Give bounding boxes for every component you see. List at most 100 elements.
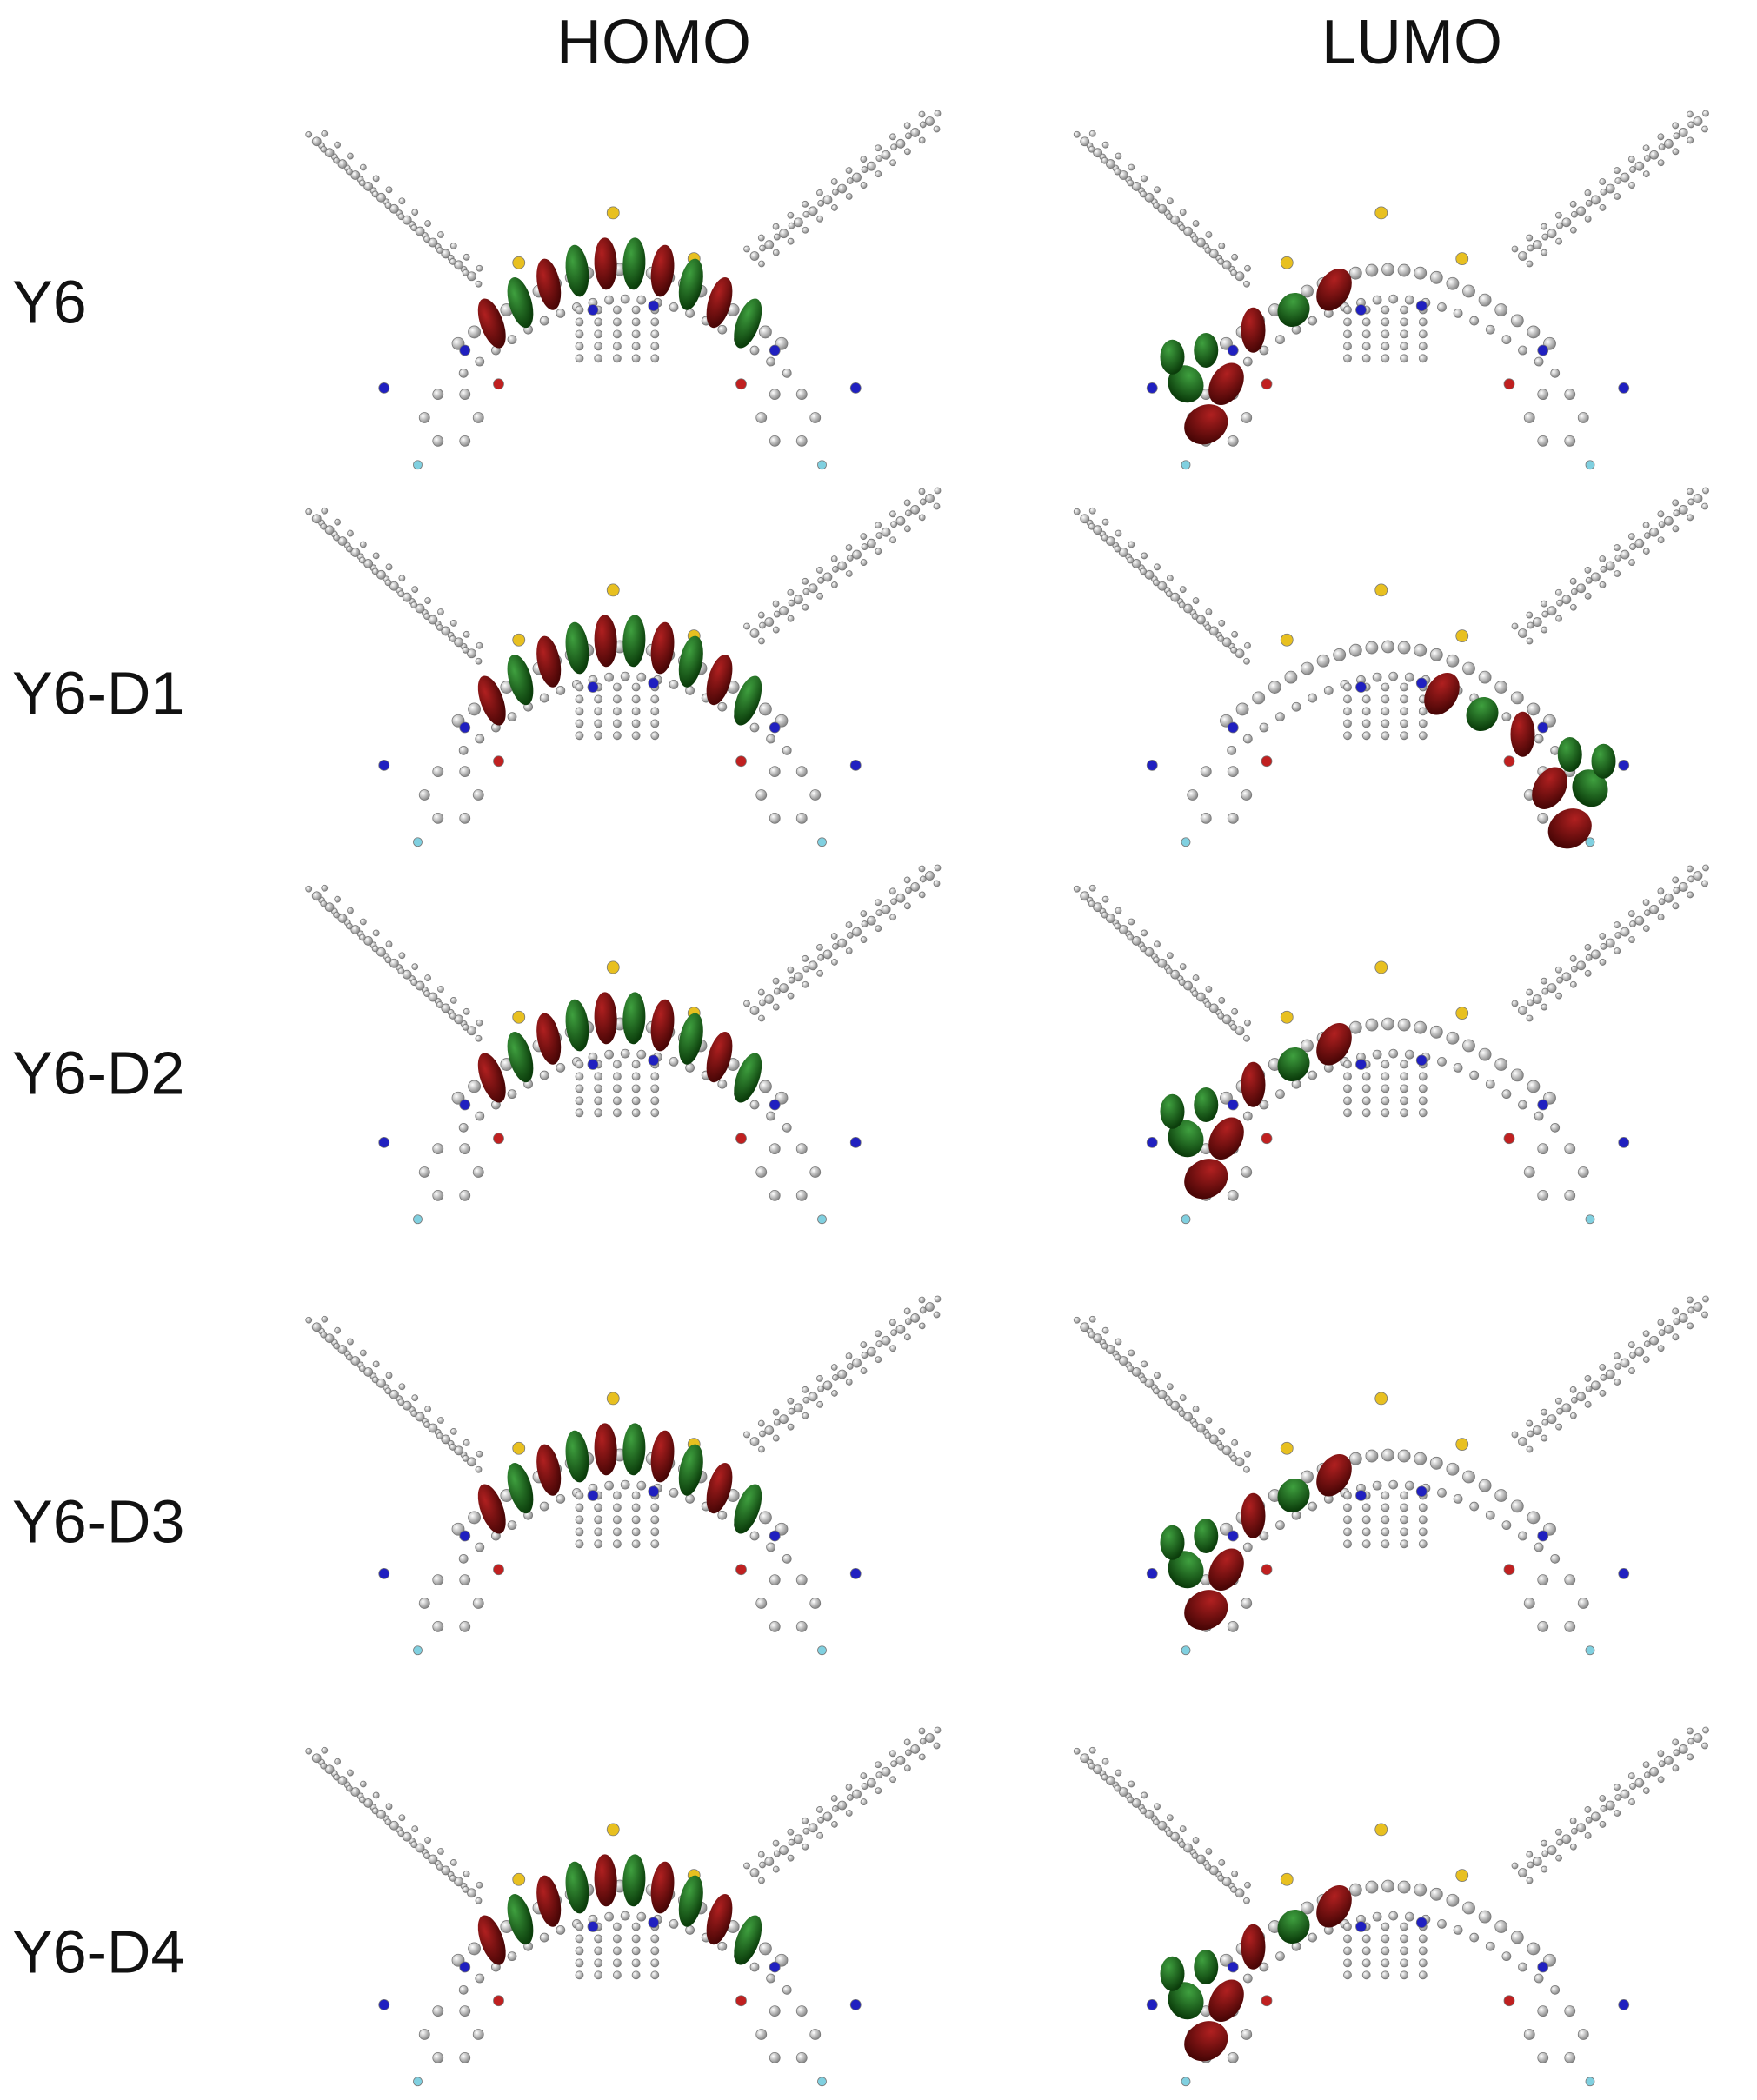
atom [1541, 600, 1547, 608]
atom [1381, 682, 1390, 692]
atom [449, 1859, 457, 1866]
atom [1569, 1817, 1577, 1824]
orbital-lobe [594, 1854, 617, 1907]
atom [1166, 575, 1174, 582]
atom [769, 2051, 781, 2063]
atom [1374, 206, 1388, 220]
atom [1166, 1814, 1174, 1822]
atom [1280, 1872, 1294, 1886]
atom [594, 694, 603, 704]
atom [1101, 534, 1108, 542]
atom [1418, 342, 1428, 351]
atom [371, 190, 379, 198]
atom [866, 538, 876, 548]
atom [1614, 555, 1622, 562]
atom [1584, 189, 1592, 196]
atom [467, 1888, 476, 1898]
atom [1361, 1108, 1371, 1118]
atom [1614, 544, 1621, 551]
atom [1634, 915, 1645, 926]
atom [1261, 1995, 1273, 2007]
atom [575, 1958, 584, 1968]
atom [1114, 1353, 1121, 1361]
atom [817, 954, 825, 961]
atom [779, 1845, 789, 1856]
orbital-lobe [678, 258, 703, 310]
atom [1614, 1363, 1622, 1370]
atom [1217, 258, 1225, 265]
atom [1388, 294, 1399, 304]
atom [1620, 1358, 1630, 1368]
atom [1205, 608, 1213, 615]
atom [476, 1450, 483, 1458]
atom [389, 1389, 399, 1399]
atom [1453, 1924, 1463, 1935]
atom [802, 210, 810, 218]
atom [613, 329, 622, 339]
orbital-lobe [678, 635, 703, 688]
atom [1227, 812, 1239, 824]
atom [1673, 1318, 1680, 1326]
atom [1642, 899, 1650, 907]
atom [769, 344, 781, 356]
atom [758, 1445, 765, 1453]
atom [1510, 1931, 1524, 1944]
atom [1348, 1452, 1362, 1465]
orbital-lobe [1316, 1023, 1352, 1066]
atom [1073, 1747, 1081, 1755]
atom [1462, 661, 1475, 675]
atom [1170, 215, 1181, 225]
atom [631, 1096, 641, 1106]
atom [860, 910, 868, 918]
orbital-lobe [678, 1444, 703, 1496]
atom [832, 943, 839, 950]
atom [787, 1397, 795, 1405]
atom [1687, 1738, 1695, 1745]
atom [1191, 236, 1199, 243]
atom [1217, 1875, 1225, 1882]
atom [1316, 654, 1330, 668]
atom [1599, 1390, 1607, 1397]
atom [437, 1848, 444, 1855]
atom [337, 914, 348, 923]
atom [1400, 1958, 1408, 1968]
atom [346, 1353, 353, 1361]
atom [779, 1414, 789, 1425]
atom [1141, 175, 1148, 183]
atom [1554, 966, 1562, 974]
atom [358, 556, 366, 564]
atom [620, 1911, 630, 1921]
atom [802, 603, 809, 611]
atom [613, 354, 622, 363]
atom [650, 342, 660, 351]
atom [1301, 284, 1314, 298]
atom [650, 1934, 660, 1944]
atom [1217, 1013, 1225, 1020]
atom [1643, 155, 1651, 163]
atom [905, 509, 912, 517]
atom [333, 534, 341, 542]
atom [1658, 1760, 1666, 1768]
atom [1453, 1062, 1463, 1073]
atom [1510, 691, 1524, 705]
atom [1308, 1070, 1318, 1080]
atom [613, 1096, 622, 1106]
atom [1642, 1330, 1650, 1338]
atom [1570, 1827, 1578, 1835]
atom [468, 1080, 481, 1093]
atom [1348, 643, 1362, 657]
atom [1501, 1951, 1512, 1962]
row-label: Y6-D3 [12, 1487, 184, 1555]
atom [398, 952, 406, 960]
atom [866, 161, 876, 171]
atom [1218, 997, 1226, 1004]
atom [1678, 1744, 1688, 1754]
atom [889, 133, 896, 141]
atom [895, 1324, 906, 1334]
atom [1127, 179, 1135, 187]
atom [904, 1764, 911, 1772]
atom [1218, 243, 1226, 249]
atom [384, 1387, 392, 1395]
atom [1400, 329, 1408, 339]
atom [1687, 498, 1695, 506]
